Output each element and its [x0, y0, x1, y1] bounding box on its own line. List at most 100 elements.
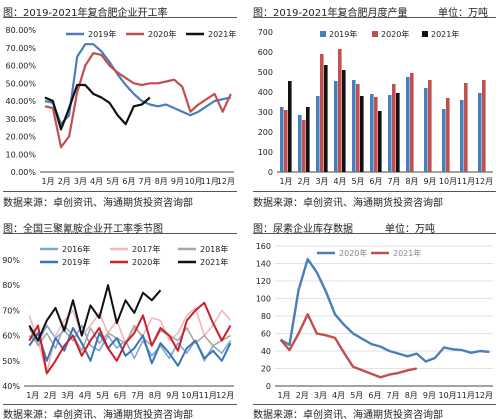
title-rule [3, 233, 237, 234]
series-line-2020年 [44, 52, 232, 149]
bar-2021年 [360, 96, 364, 172]
bar-2020年 [320, 54, 324, 172]
x-tick-label: 12月 [217, 177, 235, 186]
x-tick-label: 6月 [368, 391, 381, 400]
legend-label: 2019年 [62, 257, 90, 267]
bar-2019年 [298, 115, 302, 172]
y-tick-label: 0 [268, 168, 273, 177]
legend-label: 2020年 [381, 29, 409, 39]
x-tick-label: 8月 [405, 177, 418, 186]
y-tick-label: 80% [2, 281, 20, 290]
series-line-2021年 [28, 284, 162, 342]
bar-2021年 [288, 81, 292, 172]
y-tick-label: 100 [258, 148, 273, 157]
x-tick-label: 7月 [387, 177, 400, 186]
y-tick-label: 700 [258, 28, 273, 37]
panel-title: 图：2019-2021年复合肥企业开工率 [3, 8, 168, 19]
chart-monthly-output: 0 100 200 300 400 500 600 700 1月 2月 3月 4月 5月 6月 7月 8月 9月… [258, 28, 493, 186]
y-tick-label: 10.00% [5, 150, 36, 159]
y-tick-label: 80.00% [5, 26, 36, 35]
source-note: 数据来源：卓创资讯、海通期货投资咨询部 [253, 198, 443, 209]
panel-title: 图：尿素企业库存数据 [253, 224, 353, 235]
y-tick-label: 100 [256, 295, 271, 304]
x-tick-label: 6月 [114, 391, 127, 400]
series-line-2021年 [44, 83, 151, 131]
series-line-2020年 [28, 301, 232, 375]
bar-2019年 [280, 107, 284, 172]
bar-2019年 [388, 95, 392, 172]
x-tick-label: 5月 [96, 391, 109, 400]
x-tick-label: 8月 [149, 391, 162, 400]
title-rule [253, 233, 496, 234]
x-tick-label: 6月 [122, 177, 135, 186]
y-tick-label: 70.00% [5, 44, 36, 53]
series-line-2020年 [279, 257, 490, 363]
source-note: 数据来源：卓创资讯、海通期货投资咨询部 [3, 410, 193, 419]
legend-label: 2016年 [62, 244, 90, 254]
source-rule [253, 191, 496, 192]
bar-2021年 [342, 70, 346, 172]
x-tick-label: 3月 [74, 177, 87, 186]
y-tick-label: 200 [258, 128, 273, 137]
legend-label: 2019年 [329, 29, 357, 39]
bar-2020年 [428, 80, 432, 172]
y-tick-label: 0 [266, 382, 271, 391]
x-tick-label: 2月 [58, 177, 71, 186]
y-tick-label: 90% [2, 256, 20, 265]
bar-2020年 [482, 80, 486, 172]
y-tick-label: 140 [256, 260, 271, 269]
bar-2021年 [396, 93, 400, 172]
x-tick-label: 1月 [26, 391, 39, 400]
bar-2020年 [446, 98, 450, 172]
x-tick-label: 8月 [405, 391, 418, 400]
bar-2021年 [378, 111, 382, 172]
source-note: 数据来源：卓创资讯、海通期货投资咨询部 [3, 198, 193, 209]
x-tick-label: 1月 [278, 391, 291, 400]
legend-label: 2021年 [200, 257, 228, 267]
y-tick-label: 60 [261, 330, 271, 339]
y-tick-label: 30.00% [5, 115, 36, 124]
legend-label: 2020年 [339, 248, 367, 258]
y-tick-label: 20.00% [5, 133, 36, 142]
y-tick-label: 160 [256, 242, 271, 251]
x-tick-label: 4月 [79, 391, 92, 400]
series-line-2019年 [44, 43, 232, 126]
legend-label: 2021年 [431, 29, 459, 39]
x-tick-label: 11月 [457, 391, 475, 400]
y-tick-label: 40.00% [5, 97, 36, 106]
source-rule [253, 404, 496, 405]
x-tick-label: 9月 [423, 177, 436, 186]
x-tick-label: 6月 [369, 177, 382, 186]
unit-label: 单位：万吨 [385, 224, 435, 235]
x-tick-label: 1月 [42, 177, 55, 186]
legend-swatch [422, 31, 428, 37]
x-tick-label: 1月 [279, 177, 292, 186]
y-tick-label: 50% [2, 357, 20, 366]
x-tick-label: 4月 [333, 177, 346, 186]
legend-label: 2020年 [132, 257, 160, 267]
legend-label: 2020年 [148, 29, 176, 39]
y-tick-label: 80 [261, 312, 271, 321]
bar-2020年 [338, 49, 342, 172]
bar-2019年 [442, 109, 446, 172]
legend-label: 2021年 [208, 29, 236, 39]
bar-2020年 [284, 110, 288, 172]
legend-label: 2018年 [200, 244, 228, 254]
series-line-2021年 [279, 313, 417, 379]
x-tick-label: 2月 [297, 177, 310, 186]
bar-2020年 [410, 73, 414, 172]
y-tick-label: 60% [2, 332, 20, 341]
y-tick-label: 40 [261, 347, 271, 356]
bar-2019年 [406, 77, 410, 172]
bar-2019年 [460, 100, 464, 172]
x-tick-label: 12月 [475, 391, 493, 400]
source-rule [3, 191, 237, 192]
source-note: 数据来源：卓创资讯、海通期货投资咨询部 [253, 410, 443, 419]
legend-label: 2017年 [132, 244, 160, 254]
x-tick-label: 3月 [61, 391, 74, 400]
y-tick-label: 600 [258, 48, 273, 57]
bar-2019年 [478, 93, 482, 172]
y-tick-label: 120 [256, 277, 271, 286]
title-rule [253, 17, 496, 18]
bar-2021年 [324, 65, 328, 172]
